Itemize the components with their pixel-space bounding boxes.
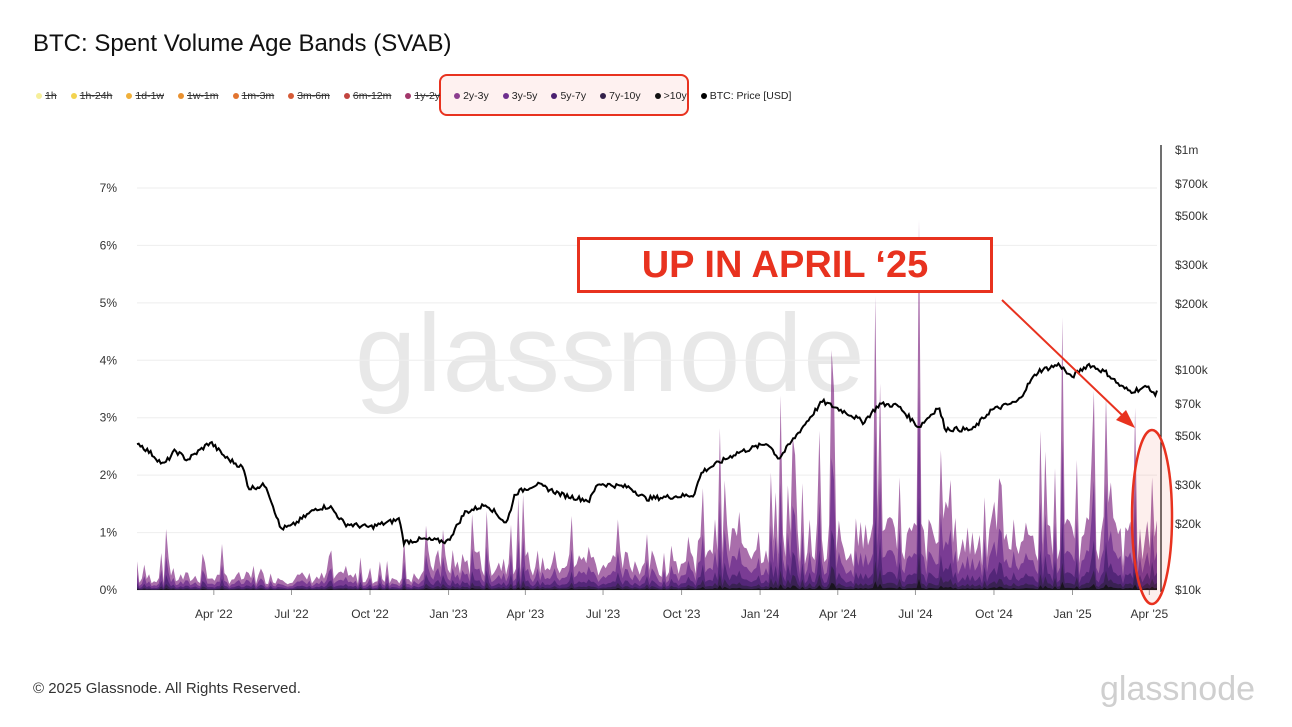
legend-item[interactable]: 1h-24h bbox=[70, 90, 113, 102]
y-right-tick-label: $50k bbox=[1175, 429, 1202, 443]
legend-dot-icon bbox=[600, 93, 607, 99]
y-left-tick-label: 0% bbox=[100, 583, 118, 597]
callout-arrow-head-icon bbox=[1116, 410, 1135, 428]
legend-item[interactable]: 1m-3m bbox=[232, 90, 275, 102]
legend-item[interactable]: 2y-3y bbox=[454, 90, 489, 102]
y-left-tick-label: 2% bbox=[100, 468, 118, 482]
x-tick-label: Jul '22 bbox=[274, 607, 309, 621]
x-tick-label: Apr '24 bbox=[819, 607, 857, 621]
legend-item[interactable]: 1y-2y bbox=[405, 90, 440, 102]
y-right-tick-label: $200k bbox=[1175, 297, 1209, 311]
legend-label: 1y-2y bbox=[414, 90, 441, 102]
legend-item[interactable]: BTC: Price [USD] bbox=[700, 90, 792, 102]
legend-item[interactable]: >10y bbox=[654, 90, 687, 102]
legend-label: 1h-24h bbox=[79, 90, 113, 102]
legend-dot-icon bbox=[288, 93, 295, 99]
x-tick-label: Jan '25 bbox=[1053, 607, 1092, 621]
price-line bbox=[136, 361, 1158, 549]
chart-legend: 1h 1h-24h 1d-1w 1w-1m 1m-3m 3m-6m 6m-12m 1y-2y 2… bbox=[36, 88, 805, 104]
x-tick-label: Jan '24 bbox=[741, 607, 780, 621]
legend-item[interactable]: 1w-1m bbox=[178, 90, 219, 102]
legend-dot-icon bbox=[551, 93, 558, 99]
y-left-tick-label: 6% bbox=[100, 238, 118, 252]
legend-dot-icon bbox=[70, 93, 77, 99]
legend-dot-icon bbox=[700, 93, 707, 99]
x-tick-label: Oct '22 bbox=[351, 607, 389, 621]
x-tick-label: Oct '23 bbox=[663, 607, 701, 621]
legend-label: >10y bbox=[663, 90, 687, 102]
y-left-tick-label: 7% bbox=[100, 181, 118, 195]
legend-item[interactable]: 1h bbox=[36, 90, 57, 102]
legend-dot-icon bbox=[343, 93, 350, 99]
legend-item[interactable]: 5y-7y bbox=[551, 90, 586, 102]
y-right-tick-label: $300k bbox=[1175, 258, 1209, 272]
legend-highlight-box bbox=[439, 74, 689, 116]
legend-dot-icon bbox=[502, 93, 509, 99]
legend-label: 1d-1w bbox=[135, 90, 164, 102]
x-tick-label: Jan '23 bbox=[429, 607, 468, 621]
y-right-tick-label: $70k bbox=[1175, 397, 1202, 411]
x-tick-label: Oct '24 bbox=[975, 607, 1013, 621]
legend-item[interactable]: 6m-12m bbox=[343, 90, 392, 102]
legend-label: 1m-3m bbox=[241, 90, 275, 102]
y-left-tick-label: 3% bbox=[100, 411, 118, 425]
legend-dot-icon bbox=[178, 93, 184, 99]
y-right-tick-label: $700k bbox=[1175, 177, 1209, 191]
legend-dot-icon bbox=[36, 93, 42, 99]
x-tick-label: Jul '23 bbox=[586, 607, 621, 621]
legend-label: 1h bbox=[45, 90, 57, 102]
y-right-tick-label: $100k bbox=[1175, 363, 1209, 377]
legend-label: 7y-10y bbox=[609, 90, 641, 102]
y-right-tick-label: $10k bbox=[1175, 583, 1202, 597]
y-left-tick-label: 4% bbox=[100, 353, 118, 367]
highlight-ellipse bbox=[1130, 428, 1174, 606]
y-right-tick-label: $500k bbox=[1175, 209, 1209, 223]
svab-area-4 bbox=[137, 578, 1157, 590]
x-tick-label: Apr '23 bbox=[507, 607, 545, 621]
chart-title: BTC: Spent Volume Age Bands (SVAB) bbox=[33, 30, 452, 57]
legend-dot-icon bbox=[454, 93, 461, 99]
callout-box: UP IN APRIL ‘25 bbox=[577, 237, 993, 293]
legend-label: 3y-5y bbox=[511, 90, 538, 102]
legend-item[interactable]: 1d-1w bbox=[126, 90, 164, 102]
legend-dot-icon bbox=[126, 93, 133, 99]
legend-item[interactable]: 3m-6m bbox=[288, 90, 330, 102]
legend-label: 6m-12m bbox=[352, 90, 392, 102]
legend-label: 2y-3y bbox=[463, 90, 489, 102]
x-tick-label: Jul '24 bbox=[898, 607, 933, 621]
legend-dot-icon bbox=[232, 93, 239, 99]
x-tick-label: Apr '25 bbox=[1130, 607, 1168, 621]
legend-label: 3m-6m bbox=[297, 90, 330, 102]
watermark: glassnode bbox=[355, 292, 866, 415]
callout-arrow-line bbox=[1001, 299, 1123, 416]
legend-dot-icon bbox=[405, 93, 412, 99]
y-left-tick-label: 1% bbox=[100, 526, 118, 540]
glassnode-logo: glassnode bbox=[1100, 670, 1256, 708]
x-tick-label: Apr '22 bbox=[195, 607, 233, 621]
legend-label: BTC: Price [USD] bbox=[709, 90, 792, 102]
legend-item[interactable]: 7y-10y bbox=[600, 90, 641, 102]
legend-label: 5y-7y bbox=[560, 90, 587, 102]
legend-label: 1w-1m bbox=[187, 90, 219, 102]
legend-item[interactable]: 3y-5y bbox=[502, 90, 538, 102]
y-left-tick-label: 5% bbox=[100, 296, 118, 310]
y-right-tick-label: $1m bbox=[1175, 143, 1198, 157]
copyright-footer: © 2025 Glassnode. All Rights Reserved. bbox=[33, 680, 301, 697]
y-right-tick-label: $30k bbox=[1175, 478, 1202, 492]
legend-dot-icon bbox=[654, 93, 661, 99]
y-right-tick-label: $20k bbox=[1175, 517, 1202, 531]
